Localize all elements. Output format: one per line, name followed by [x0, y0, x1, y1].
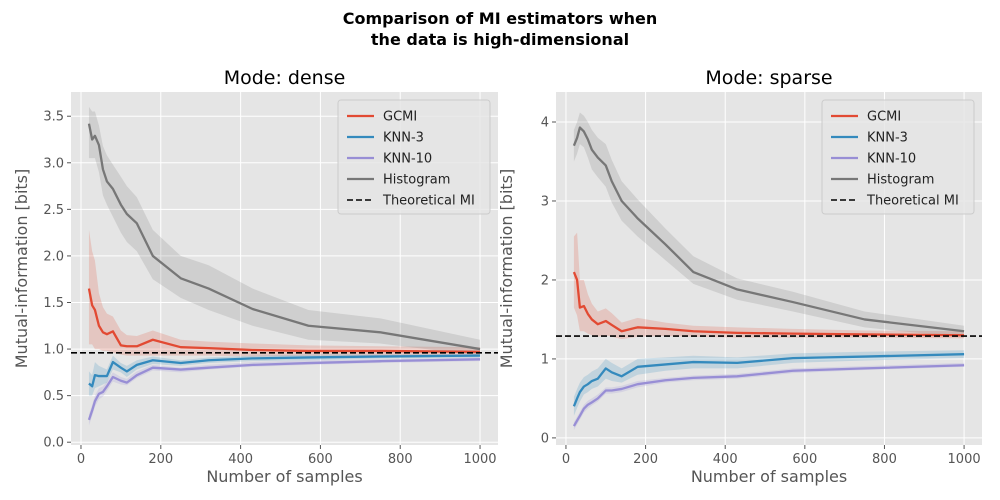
chart-title: Mode: dense: [224, 67, 346, 89]
y-axis-label: Mutual-information [bits]: [12, 169, 31, 369]
y-tick-label: 3: [541, 194, 549, 209]
confidence-band-gcmi: [573, 232, 965, 340]
y-tick-label: 2: [541, 273, 549, 288]
figure-suptitle: Comparison of MI estimators when the dat…: [0, 8, 1000, 50]
legend-label: KNN-10: [383, 152, 432, 167]
y-tick-label: 2.5: [43, 203, 64, 218]
series-line-knn-3: [88, 354, 481, 388]
y-tick-label: 1.5: [43, 296, 64, 311]
confidence-band-histogram: [88, 106, 481, 356]
series-line-knn-10: [572, 364, 965, 427]
y-tick-label: 3.0: [43, 156, 64, 171]
x-tick-label: 400: [228, 452, 253, 467]
confidence-band-gcmi: [88, 229, 481, 357]
legend-label: Histogram: [383, 173, 450, 188]
confidence-band-knn-3: [88, 353, 481, 396]
chart-panel-1: 0 200 400 600 800 1000 0.0 0.5 1.0 1.5 2.0 2.5 3.0 3.…: [12, 67, 498, 486]
x-axis-label: Number of samples: [206, 467, 362, 486]
y-tick-label: 1.0: [43, 343, 64, 358]
x-tick-label: 200: [633, 452, 658, 467]
y-tick-label: 0: [541, 431, 549, 446]
y-axis-label: Mutual-information [bits]: [497, 169, 516, 369]
series-line-histogram: [572, 126, 965, 333]
legend-label: Theoretical MI: [382, 194, 475, 209]
legend: GCMI KNN-3 KNN-10 Histogram Theoretical MI: [821, 99, 975, 215]
series-line-histogram: [87, 123, 481, 351]
legend-label: Histogram: [867, 173, 934, 188]
series-line-knn-3: [572, 353, 965, 407]
y-tick-label: 0.0: [43, 436, 64, 451]
legend-frame: [821, 99, 975, 215]
confidence-band-histogram: [573, 112, 965, 338]
series-line-knn-10: [87, 358, 481, 421]
x-tick-label: 800: [388, 452, 413, 467]
x-tick-label: 0: [77, 452, 85, 467]
y-tick-label: 4: [541, 116, 549, 131]
x-tick-label: 600: [792, 452, 817, 467]
legend: GCMI KNN-3 KNN-10 Histogram Theoretical MI: [337, 99, 491, 215]
y-tick-label: 2.0: [43, 249, 64, 264]
series-line-gcmi: [87, 288, 481, 354]
legend-label: Theoretical MI: [866, 194, 959, 209]
x-tick-label: 1000: [463, 452, 496, 467]
confidence-band-knn-3: [573, 350, 965, 416]
y-tick-label: 1: [541, 352, 549, 367]
legend-frame: [337, 99, 491, 215]
x-tick-label: 1000: [948, 452, 981, 467]
chart-title: Mode: sparse: [705, 67, 832, 89]
y-tick-label: 3.5: [43, 110, 64, 125]
x-tick-label: 200: [148, 452, 173, 467]
x-tick-label: 600: [308, 452, 333, 467]
legend-label: KNN-3: [383, 131, 424, 146]
legend-label: KNN-3: [867, 131, 908, 146]
x-axis-label: Number of samples: [691, 467, 847, 486]
y-tick-label: 0.5: [43, 389, 64, 404]
x-tick-label: 800: [872, 452, 897, 467]
x-tick-label: 0: [562, 452, 570, 467]
legend-label: GCMI: [867, 110, 901, 125]
series-line-gcmi: [572, 271, 965, 337]
chart-panel-2: 0 200 400 600 800 1000 0 1 2 3 4 Mode: sparse Number…: [497, 67, 982, 486]
x-tick-label: 400: [713, 452, 738, 467]
suptitle-line-1: Comparison of MI estimators when: [342, 9, 658, 28]
legend-label: KNN-10: [867, 152, 916, 167]
suptitle-line-2: the data is high-dimensional: [370, 30, 630, 49]
legend-label: GCMI: [383, 110, 417, 125]
